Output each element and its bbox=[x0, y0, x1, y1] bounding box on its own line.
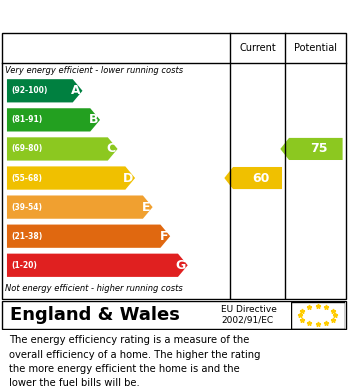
Text: (1-20): (1-20) bbox=[11, 261, 37, 270]
Polygon shape bbox=[7, 224, 170, 248]
Text: 75: 75 bbox=[310, 142, 328, 156]
Polygon shape bbox=[7, 167, 135, 190]
Text: A: A bbox=[71, 84, 80, 97]
Text: C: C bbox=[106, 142, 116, 156]
Text: EU Directive
2002/91/EC: EU Directive 2002/91/EC bbox=[221, 305, 277, 325]
Text: The energy efficiency rating is a measure of the
overall efficiency of a home. T: The energy efficiency rating is a measur… bbox=[9, 335, 260, 388]
Text: Potential: Potential bbox=[294, 43, 337, 53]
Polygon shape bbox=[7, 254, 188, 277]
Text: (39-54): (39-54) bbox=[11, 203, 42, 212]
Polygon shape bbox=[7, 79, 82, 102]
Polygon shape bbox=[224, 167, 282, 189]
Text: Energy Efficiency Rating: Energy Efficiency Rating bbox=[9, 7, 238, 25]
Text: (21-38): (21-38) bbox=[11, 232, 42, 241]
Text: G: G bbox=[175, 259, 185, 272]
Text: (81-91): (81-91) bbox=[11, 115, 42, 124]
Text: (92-100): (92-100) bbox=[11, 86, 48, 95]
Polygon shape bbox=[7, 137, 118, 161]
Text: Very energy efficient - lower running costs: Very energy efficient - lower running co… bbox=[5, 66, 183, 75]
Text: B: B bbox=[88, 113, 98, 126]
Text: (55-68): (55-68) bbox=[11, 174, 42, 183]
Text: Not energy efficient - higher running costs: Not energy efficient - higher running co… bbox=[5, 284, 183, 293]
Text: 60: 60 bbox=[252, 172, 270, 185]
Text: Current: Current bbox=[239, 43, 276, 53]
Polygon shape bbox=[7, 196, 153, 219]
Text: England & Wales: England & Wales bbox=[10, 306, 180, 324]
Text: D: D bbox=[123, 172, 133, 185]
Text: F: F bbox=[160, 230, 168, 243]
Text: (69-80): (69-80) bbox=[11, 144, 42, 153]
Text: E: E bbox=[142, 201, 151, 213]
Polygon shape bbox=[7, 108, 100, 131]
Polygon shape bbox=[280, 138, 342, 160]
